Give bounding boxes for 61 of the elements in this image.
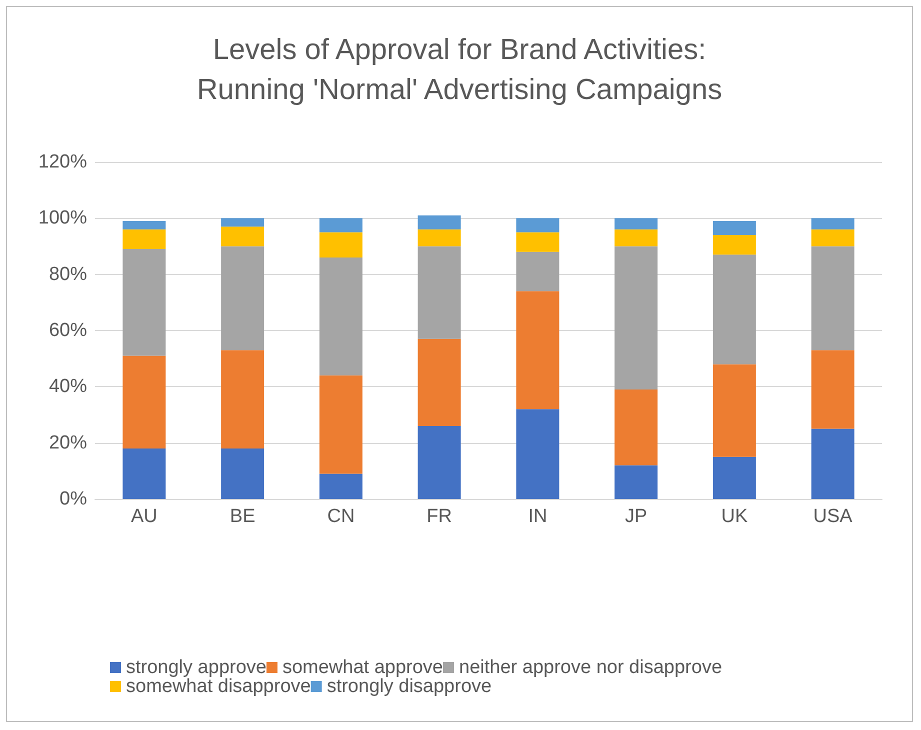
bar: [221, 448, 264, 499]
bar: [811, 218, 854, 230]
bar: [811, 246, 854, 350]
bar: [319, 375, 362, 474]
bar: [614, 218, 658, 230]
bar: [712, 220, 756, 236]
legend-label: somewhat approve: [282, 657, 444, 678]
bar: [712, 364, 756, 457]
x-tick-label: UK: [721, 506, 748, 527]
x-tick-label: CN: [327, 506, 355, 527]
legend-label: strongly disapprove: [326, 676, 492, 697]
legend-label: somewhat disapprove: [126, 676, 311, 697]
bar: [516, 409, 560, 499]
bar: [516, 291, 560, 410]
bar: [319, 257, 362, 376]
bar: [418, 229, 461, 246]
bar: [221, 350, 264, 448]
x-tick-label: FR: [426, 506, 452, 527]
y-tick-label: 40%: [48, 376, 88, 398]
x-tick-label: AU: [130, 506, 158, 527]
bar: [811, 428, 854, 499]
bar: [811, 350, 854, 429]
bar: [712, 456, 756, 499]
bar: [122, 356, 166, 448]
x-tick-label: JP: [624, 506, 648, 527]
y-tick-label: 100%: [38, 208, 88, 229]
bar: [221, 246, 264, 350]
y-tick-label: 80%: [48, 264, 88, 285]
bar: [418, 426, 461, 499]
y-tick-label: 0%: [60, 488, 88, 510]
bar: [418, 338, 461, 426]
bar: [122, 249, 166, 356]
bar: [221, 226, 264, 246]
bar: [614, 246, 658, 390]
bar: [319, 232, 362, 258]
legend-label: neither approve nor disapprove: [459, 657, 722, 678]
bar: [712, 235, 756, 255]
bar: [712, 254, 756, 364]
chart-title: Levels of Approval for Brand Activities: Running 'Normal' Advertising Campaigns: [196, 34, 722, 106]
x-tick-label: USA: [813, 506, 853, 527]
y-tick-label: 60%: [48, 320, 88, 341]
bar: [319, 474, 362, 499]
legend-label: strongly approve: [126, 657, 266, 678]
bar: [614, 465, 658, 499]
y-tick-label: 20%: [48, 432, 88, 454]
bar: [614, 389, 658, 466]
bar: [516, 252, 560, 292]
x-tick-label: BE: [230, 506, 256, 527]
bar: [418, 215, 461, 230]
bar: [122, 448, 166, 499]
bar: [122, 220, 166, 230]
bar: [516, 218, 560, 232]
bar: [516, 232, 560, 252]
x-tick-label: IN: [528, 506, 548, 527]
bar: [319, 218, 362, 232]
bar: [221, 218, 264, 227]
y-tick-label: 120%: [38, 152, 88, 172]
bar: [811, 229, 854, 246]
bar: [614, 229, 658, 246]
bar: [418, 246, 461, 339]
bar: [122, 229, 166, 250]
